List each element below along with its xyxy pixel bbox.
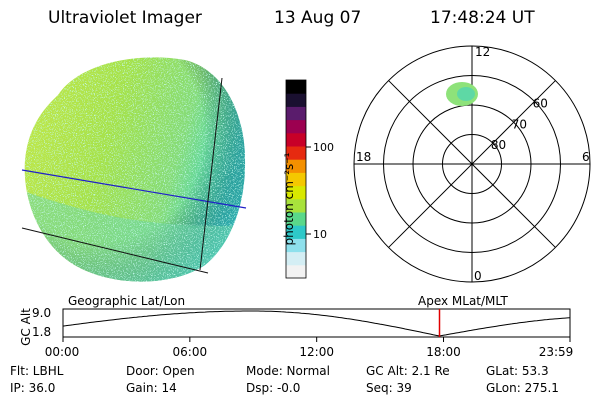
door-info: Door: Open — [126, 364, 195, 378]
colorbar-band — [286, 93, 306, 107]
colorbar-band — [286, 185, 306, 200]
colorbar-band — [286, 119, 306, 134]
colorbar-band — [286, 251, 306, 266]
polar-lat-label: 80 — [491, 138, 506, 152]
filter-info: Flt: LBHL — [10, 364, 64, 378]
timeline-tick-label: 23:59 — [538, 345, 574, 359]
colorbar-tick-label: 100 — [313, 141, 334, 154]
mode-info: Mode: Normal — [246, 364, 330, 378]
gcalt-info: GC Alt: 2.1 Re — [366, 364, 450, 378]
colorbar-band — [286, 80, 306, 94]
polar-lat-label: 60 — [533, 96, 548, 110]
instrument-title: Ultraviolet Imager — [48, 8, 202, 28]
timeline-tick-label: 12:00 — [299, 345, 334, 359]
polar-label-top: 12 — [475, 45, 490, 59]
colorbar-band — [286, 225, 306, 239]
timeline-tick-label: 00:00 — [44, 345, 80, 359]
gain-info: Gain: 14 — [126, 381, 177, 395]
colorbar-band — [286, 198, 306, 213]
timeline-y-top: 9.0 — [32, 306, 52, 320]
polar-label-left: 18 — [356, 150, 371, 164]
colorbar-band — [286, 264, 306, 279]
colorbar-band — [286, 172, 306, 187]
colorbar-band — [286, 159, 306, 173]
colorbar-band — [286, 212, 306, 226]
timeline-left-title: Geographic Lat/Lon — [68, 294, 186, 308]
timeline-right-title: Apex MLat/MLT — [418, 294, 508, 308]
colorbar-band — [286, 132, 306, 147]
glon-info: GLon: 275.1 — [486, 381, 559, 395]
colorbar-gradient — [286, 80, 306, 279]
polar-label-right: 6 — [582, 150, 590, 164]
colorbar-band — [286, 146, 306, 160]
dsp-info: Dsp: -0.0 — [246, 381, 301, 395]
seq-info: Seq: 39 — [366, 381, 412, 395]
orbit-altitude-curve — [62, 310, 571, 337]
timeline-tick-label: 06:00 — [172, 345, 208, 359]
colorbar-tick-label: 10 — [313, 228, 327, 241]
polar-lat-label: 70 — [512, 117, 527, 131]
glat-info: GLat: 53.3 — [486, 364, 549, 378]
colorbar-band — [286, 238, 306, 253]
timeline-y-bottom: 1.8 — [32, 325, 52, 339]
colorbar-band — [286, 106, 306, 121]
time-label: 17:48:24 UT — [430, 8, 535, 28]
timeline-tick-label: 18:00 — [426, 345, 461, 359]
ip-info: IP: 36.0 — [10, 381, 56, 395]
polar-label-bottom: 0 — [474, 269, 482, 283]
date-label: 13 Aug 07 — [274, 8, 362, 28]
